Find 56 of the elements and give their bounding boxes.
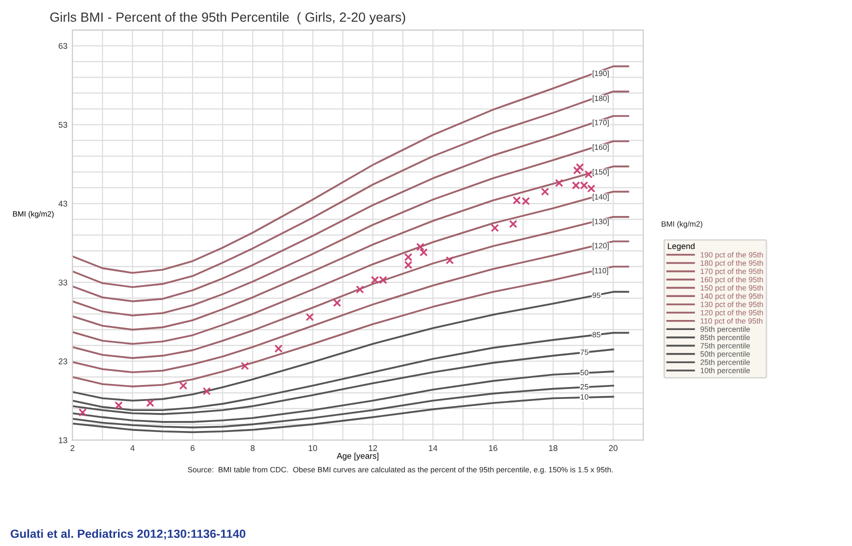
point: [404, 260, 412, 270]
x-tick-label: 10: [308, 445, 318, 452]
point: [555, 178, 564, 188]
x-tick-label: 6: [190, 445, 195, 452]
point: [202, 387, 211, 396]
y-tick-label: 23: [58, 358, 68, 364]
line-series: [72, 65, 630, 274]
point: [240, 362, 249, 370]
line-series: [72, 115, 630, 302]
line-series: [72, 396, 614, 434]
point: [576, 163, 584, 172]
point: [333, 298, 342, 307]
line-series: [72, 190, 630, 345]
line-series: [72, 90, 630, 288]
x-tick-label: 18: [549, 445, 558, 452]
y-tick-label: 13: [58, 437, 68, 444]
point: [274, 344, 283, 353]
point: [509, 220, 518, 228]
text: Gulati et al. Pediatrics 2012;130:1136-1140: [10, 529, 246, 540]
x-axis-title: Age [years]: [336, 452, 378, 460]
point: [490, 224, 499, 232]
x-tick-label: 8: [250, 445, 255, 452]
y-tick-label: 63: [58, 43, 68, 49]
line-series: [72, 140, 630, 316]
x-tick-label: 20: [609, 445, 618, 452]
line-series: [72, 216, 630, 359]
point: [356, 285, 364, 294]
y-tick-label: 43: [58, 200, 68, 207]
point: [420, 248, 428, 256]
point: [78, 408, 87, 417]
line-series: [72, 166, 630, 331]
line-series: [72, 332, 630, 412]
point: [573, 166, 582, 174]
point: [416, 242, 424, 251]
point: [404, 253, 412, 262]
point: [584, 170, 593, 178]
point: [306, 312, 314, 322]
x-tick-label: 12: [368, 445, 378, 451]
x-tick-label: 2: [70, 445, 74, 451]
point: [179, 382, 188, 390]
y-tick-label: 53: [58, 122, 68, 128]
line-series: [72, 290, 630, 402]
legend-title: Legend: [668, 242, 695, 251]
line-series: [72, 266, 630, 388]
point: [446, 256, 454, 264]
line-series: [72, 384, 614, 428]
x-tick-label: 14: [428, 445, 438, 451]
y-tick-label: 33: [58, 280, 68, 286]
line-series: [72, 370, 614, 423]
point: [540, 188, 550, 196]
chart-title: Girls BMI - Percent of the 95th Percentile ( Girls, 2-20 years): [50, 12, 406, 24]
x-tick-label: 4: [130, 445, 135, 451]
point: [146, 398, 154, 408]
line-series: [72, 240, 630, 374]
x-tick-label: 16: [489, 445, 498, 452]
point: [114, 401, 123, 410]
